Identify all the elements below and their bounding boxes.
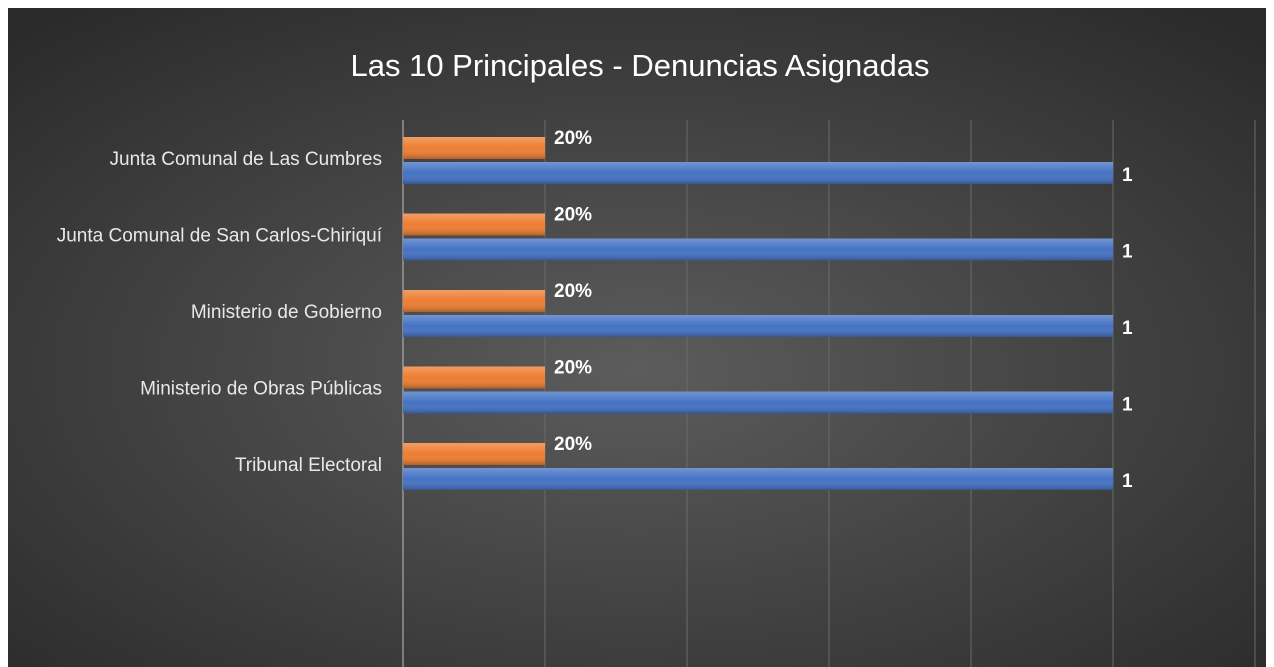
bar-shade [403,468,1113,490]
bar-shade [403,315,1113,337]
bar-shade [403,162,1113,184]
bar-shade [403,443,545,465]
data-label: 20% [554,205,592,226]
data-label: 1 [1122,395,1133,416]
y-tick-label: Ministerio de Obras Públicas [140,379,382,400]
y-tick-label: Junta Comunal de San Carlos-Chiriquí [57,226,383,247]
bar-shade [403,366,545,389]
bar-shade [403,391,1113,414]
data-label: 1 [1122,242,1133,263]
bar-shade [403,137,545,159]
chart-title: Las 10 Principales - Denuncias Asignadas [350,48,929,83]
data-label: 20% [554,281,592,302]
bar-shade [403,238,1113,261]
data-label: 1 [1122,471,1133,492]
chart-background [8,8,1266,667]
y-tick-label: Tribunal Electoral [235,455,382,476]
bar-shade [403,213,545,236]
data-label: 1 [1122,165,1133,186]
data-label: 20% [554,358,592,379]
y-tick-label: Junta Comunal de Las Cumbres [110,149,382,170]
bar-shade [403,290,545,312]
data-label: 20% [554,434,592,455]
y-tick-label: Ministerio de Gobierno [191,302,382,323]
data-label: 1 [1122,318,1133,339]
data-label: 20% [554,128,592,149]
